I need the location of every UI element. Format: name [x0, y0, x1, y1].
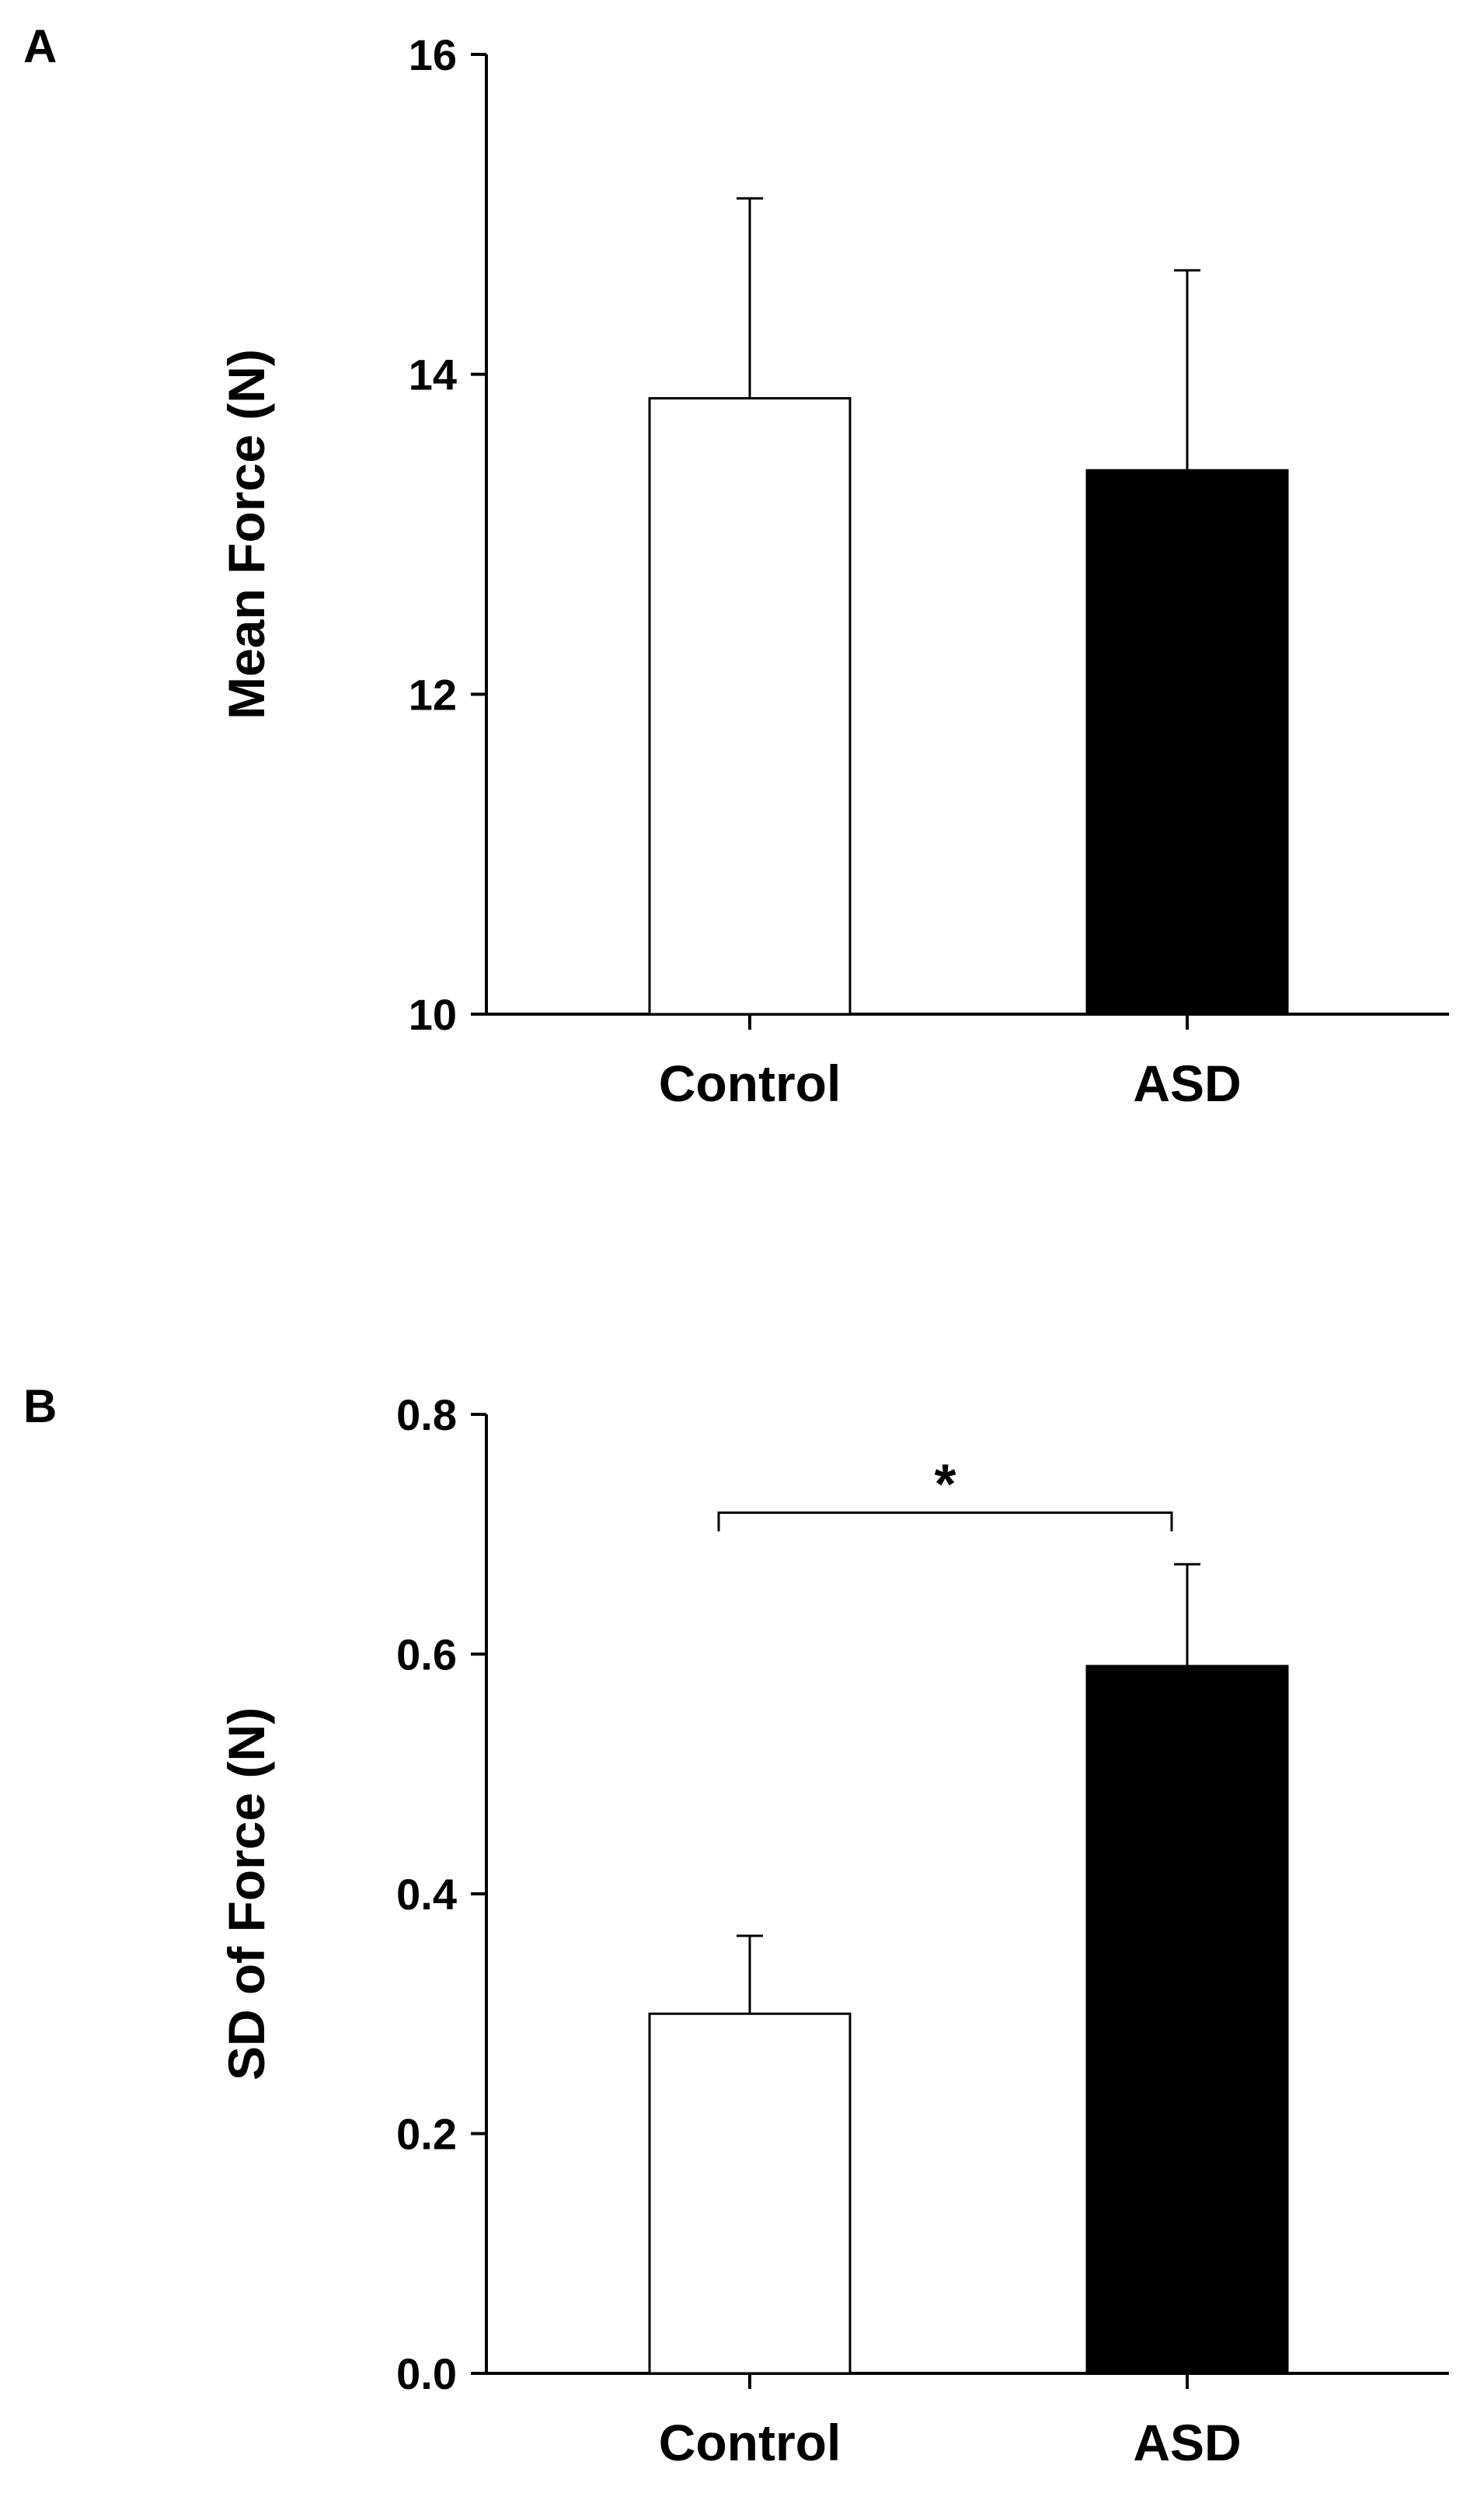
y-tick-label-a: 16 — [409, 30, 457, 79]
y-tick-label-a: 12 — [409, 670, 457, 719]
significance-marker-b: * — [934, 1453, 956, 1515]
y-tick-label-b: 0.6 — [396, 1630, 457, 1679]
x-tick-label-asd-b: ASD — [1133, 2414, 1241, 2471]
panel-b: B 0.0 0.2 0.4 0.6 0.8 SD of Force (N) Control A… — [23, 1380, 1449, 2471]
bar-asd-b — [1085, 1665, 1289, 2375]
y-tick-label-a: 10 — [409, 990, 457, 1039]
bar-control-b — [648, 2012, 852, 2375]
x-tick-label-asd-a: ASD — [1133, 1055, 1241, 1112]
y-tick-label-b: 0.8 — [396, 1390, 457, 1439]
significance-bracket-b — [717, 1511, 1173, 1532]
y-tick-label-a: 14 — [409, 350, 457, 399]
x-tick-label-control-b: Control — [659, 2414, 841, 2471]
chart-plot-area-a: 10 12 14 16 Mean Force (N) Control ASD — [218, 30, 1449, 1112]
y-tick-label-b: 0.4 — [396, 1870, 457, 1919]
y-axis-label-b: SD of Force (N) — [218, 1707, 275, 2080]
y-tick-label-b: 0.2 — [396, 2110, 457, 2159]
panel-label-b: B — [23, 1380, 57, 1432]
y-axis-label-a: Mean Force (N) — [218, 349, 275, 720]
bar-control-a — [648, 397, 852, 1016]
bar-asd-a — [1085, 469, 1289, 1016]
panel-label-a: A — [23, 20, 57, 72]
y-tick-label-b: 0.0 — [396, 2349, 457, 2398]
chart-plot-area-b: 0.0 0.2 0.4 0.6 0.8 SD of Force (N) Control ASD… — [218, 1390, 1449, 2471]
x-tick-label-control-a: Control — [659, 1055, 841, 1112]
panel-a: A 10 12 14 16 Mean Force (N) Control ASD — [23, 20, 1449, 1112]
